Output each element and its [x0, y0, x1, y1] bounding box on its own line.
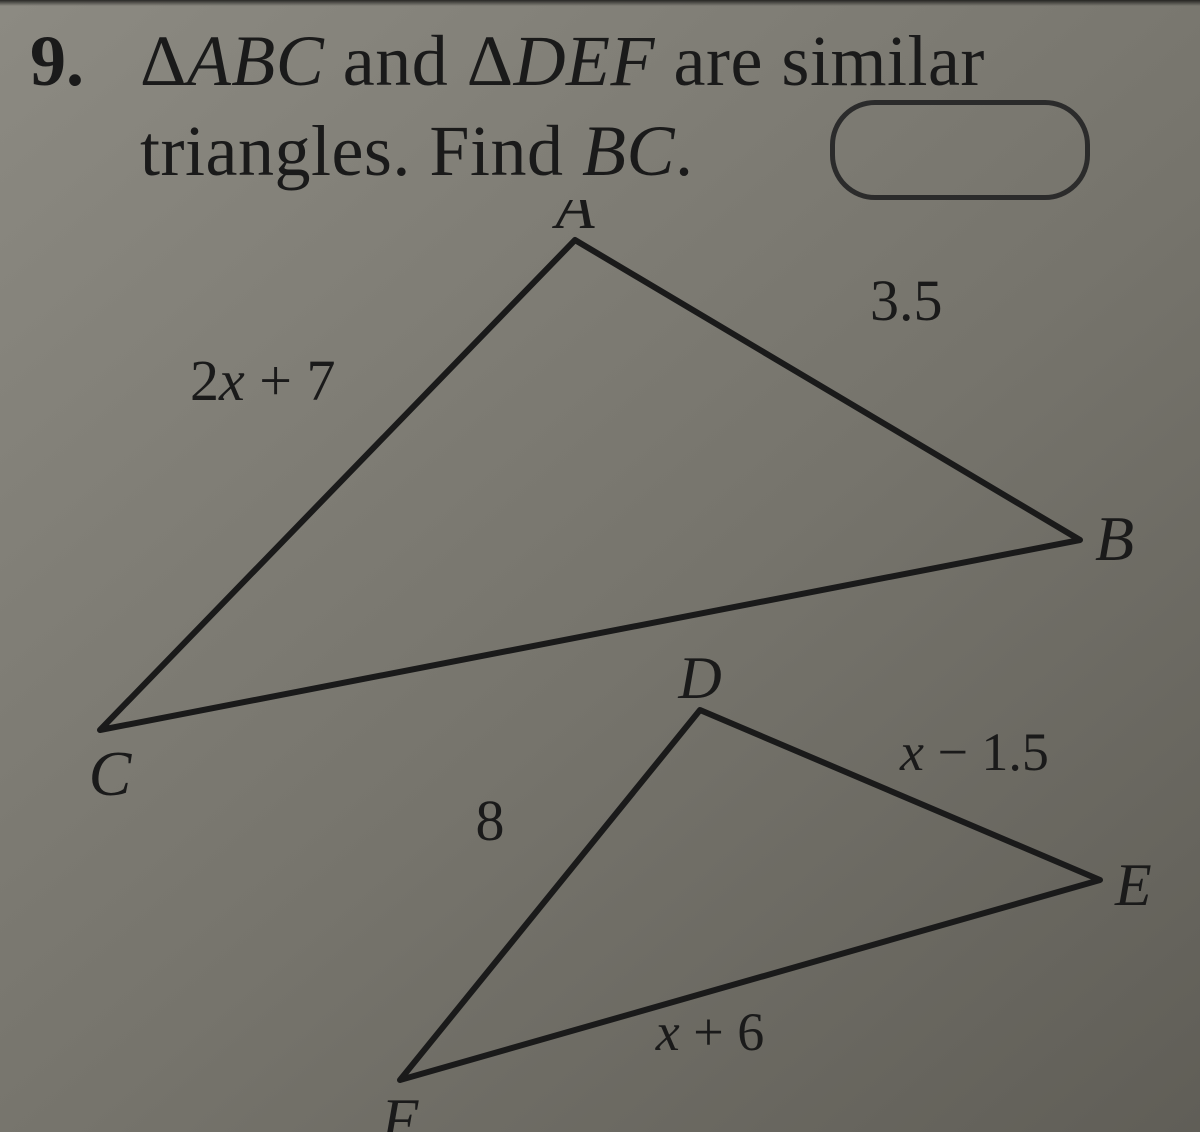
- question-line-2: triangles. Find BC.: [140, 110, 693, 193]
- vertex-label-c: C: [89, 738, 133, 809]
- side-ac-label: 2x + 7: [190, 348, 335, 413]
- post-text1: are similar: [655, 21, 985, 101]
- page-top-border: [0, 0, 1200, 6]
- delta1: Δ: [140, 21, 187, 101]
- vertex-label-d: D: [677, 645, 721, 711]
- tri1-name: ABC: [187, 21, 324, 101]
- question-line-1: ΔABC and ΔDEF are similar: [140, 20, 985, 103]
- side-ab-label: 3.5: [870, 268, 943, 333]
- vertex-label-a: A: [551, 200, 595, 242]
- vertex-label-f: F: [381, 1087, 420, 1132]
- side-df-label: 8: [476, 788, 505, 853]
- find-target: BC: [582, 111, 675, 191]
- vertex-label-e: E: [1114, 852, 1152, 918]
- worksheet-page: 9. ΔABC and ΔDEF are similar triangles. …: [0, 0, 1200, 1132]
- line2-pre: triangles. Find: [140, 111, 582, 191]
- side-ef-label: x + 6: [655, 1002, 764, 1062]
- triangles-diagram: A B C 3.5 2x + 7 D E F x − 1.5 8 x + 6: [0, 200, 1200, 1132]
- mid-text: and Δ: [324, 21, 513, 101]
- line2-post: .: [675, 111, 694, 191]
- question-number: 9.: [30, 20, 84, 103]
- answer-input-box[interactable]: [830, 100, 1090, 200]
- vertex-label-b: B: [1095, 503, 1134, 574]
- tri2-name: DEF: [514, 21, 655, 101]
- side-de-label: x − 1.5: [899, 722, 1049, 782]
